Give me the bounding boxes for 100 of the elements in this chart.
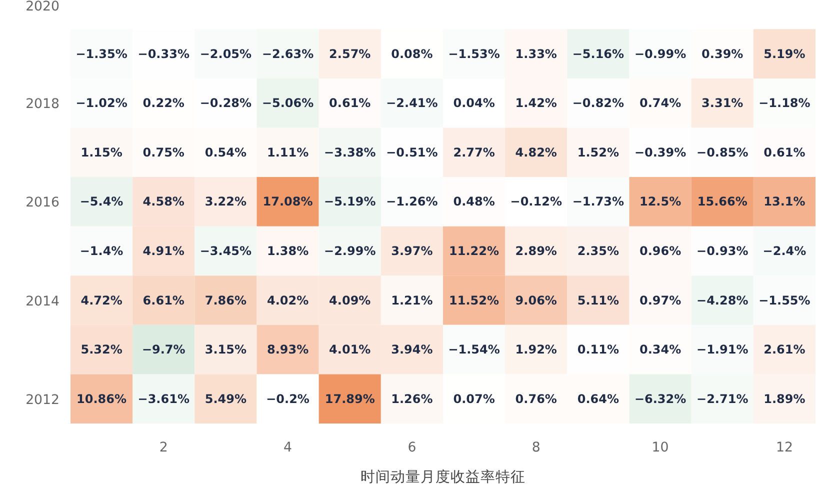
data-label: 0.08% bbox=[391, 46, 433, 61]
data-label: 5.32% bbox=[80, 342, 122, 357]
y-tick-label: 2016 bbox=[26, 196, 60, 211]
data-label: −5.06% bbox=[262, 96, 314, 110]
data-label: 1.92% bbox=[515, 342, 557, 357]
data-label: −1.55% bbox=[758, 293, 810, 308]
data-label: 11.52% bbox=[449, 293, 500, 308]
data-label: 4.09% bbox=[329, 293, 371, 308]
data-label: −0.28% bbox=[200, 96, 252, 110]
data-label: 1.33% bbox=[515, 46, 557, 61]
data-label: −0.99% bbox=[634, 46, 686, 61]
data-label: 15.66% bbox=[697, 194, 748, 209]
data-label: −0.93% bbox=[696, 244, 748, 258]
data-label: −2.4% bbox=[762, 244, 806, 258]
y-tick-label: 2012 bbox=[26, 392, 60, 408]
data-label: 11.22% bbox=[449, 244, 500, 258]
data-label: 0.76% bbox=[515, 392, 557, 406]
data-label: −1.53% bbox=[448, 46, 500, 61]
data-label: −1.73% bbox=[572, 194, 624, 209]
data-label: 3.31% bbox=[702, 96, 744, 110]
x-tick-label: 6 bbox=[408, 440, 416, 456]
data-label: 2.61% bbox=[764, 342, 806, 357]
data-label: 1.21% bbox=[391, 293, 433, 308]
data-label: 0.74% bbox=[639, 96, 682, 110]
data-label: −2.41% bbox=[386, 96, 438, 110]
x-tick-label: 2 bbox=[159, 440, 168, 456]
data-label: −5.19% bbox=[324, 194, 376, 209]
data-label: 0.61% bbox=[764, 145, 806, 160]
data-label: 13.1% bbox=[764, 194, 806, 209]
data-label: 4.01% bbox=[329, 342, 371, 357]
data-label: 4.72% bbox=[80, 293, 122, 308]
data-label: 1.38% bbox=[266, 244, 309, 258]
data-label: 1.89% bbox=[764, 392, 806, 406]
data-label: 17.89% bbox=[324, 392, 375, 406]
data-label: −1.54% bbox=[448, 342, 500, 357]
data-label: 4.58% bbox=[142, 194, 184, 209]
data-label: 1.26% bbox=[391, 392, 433, 406]
data-label: 0.54% bbox=[204, 145, 247, 160]
data-label: 0.97% bbox=[639, 293, 682, 308]
data-label: −2.63% bbox=[262, 46, 314, 61]
data-label: 0.96% bbox=[639, 244, 682, 258]
data-label: 0.04% bbox=[453, 96, 495, 110]
data-label: 0.64% bbox=[577, 392, 620, 406]
data-label: 3.22% bbox=[204, 194, 247, 209]
data-label: −1.02% bbox=[76, 96, 128, 110]
data-label: −0.12% bbox=[510, 194, 562, 209]
y-tick-label: 2018 bbox=[26, 97, 60, 112]
data-label: −5.16% bbox=[572, 46, 624, 61]
data-label: −2.99% bbox=[324, 244, 376, 258]
data-label: −1.4% bbox=[80, 244, 124, 258]
data-label: 0.48% bbox=[453, 194, 495, 209]
data-label: −2.71% bbox=[696, 392, 748, 406]
data-label: 8.93% bbox=[266, 342, 309, 357]
x-tick-label: 4 bbox=[284, 440, 292, 456]
data-label: −3.61% bbox=[138, 392, 190, 406]
data-label: 1.52% bbox=[577, 145, 620, 160]
data-label: 2.57% bbox=[329, 46, 371, 61]
data-label: −1.18% bbox=[758, 96, 810, 110]
data-label: −3.38% bbox=[324, 145, 376, 160]
data-label: −1.35% bbox=[76, 46, 128, 61]
data-label: −0.33% bbox=[138, 46, 190, 61]
data-label: 12.5% bbox=[639, 194, 682, 209]
data-label: 4.02% bbox=[266, 293, 309, 308]
data-label: 0.61% bbox=[329, 96, 371, 110]
data-label: 5.49% bbox=[204, 392, 247, 406]
data-label: 1.15% bbox=[80, 145, 122, 160]
data-label: 7.86% bbox=[204, 293, 247, 308]
text: 时间动量月度收益率特征 bbox=[360, 468, 526, 486]
data-label: 6.61% bbox=[142, 293, 184, 308]
data-label: 4.82% bbox=[515, 145, 557, 160]
data-label: −2.05% bbox=[200, 46, 252, 61]
data-label: 5.19% bbox=[764, 46, 806, 61]
data-label: −0.82% bbox=[572, 96, 624, 110]
data-label: 1.42% bbox=[515, 96, 557, 110]
data-label: −9.7% bbox=[142, 342, 186, 357]
data-label: −5.4% bbox=[80, 194, 124, 209]
data-label: 2.35% bbox=[577, 244, 620, 258]
data-label: −0.85% bbox=[696, 145, 748, 160]
data-label: 2.89% bbox=[515, 244, 557, 258]
data-label: 4.91% bbox=[142, 244, 184, 258]
data-label: 10.86% bbox=[76, 392, 127, 406]
data-label: 17.08% bbox=[262, 194, 313, 209]
data-label: −4.28% bbox=[696, 293, 748, 308]
data-label: −1.26% bbox=[386, 194, 438, 209]
x-tick-label: 12 bbox=[776, 440, 793, 456]
y-tick-label: 2014 bbox=[26, 294, 60, 310]
data-label: 2.77% bbox=[453, 145, 495, 160]
data-label: 0.39% bbox=[702, 46, 744, 61]
data-label: 1.11% bbox=[266, 145, 309, 160]
data-label: 9.06% bbox=[515, 293, 557, 308]
data-label: −0.2% bbox=[266, 392, 310, 406]
data-label: 3.15% bbox=[204, 342, 247, 357]
data-label: 0.34% bbox=[639, 342, 682, 357]
data-label: 3.97% bbox=[391, 244, 433, 258]
y-tick-label: 2020 bbox=[26, 0, 60, 14]
data-label: −0.39% bbox=[634, 145, 686, 160]
data-label: 3.94% bbox=[391, 342, 433, 357]
x-tick-label: 10 bbox=[652, 440, 669, 456]
x-tick-label: 8 bbox=[532, 440, 540, 456]
data-label: −3.45% bbox=[200, 244, 252, 258]
